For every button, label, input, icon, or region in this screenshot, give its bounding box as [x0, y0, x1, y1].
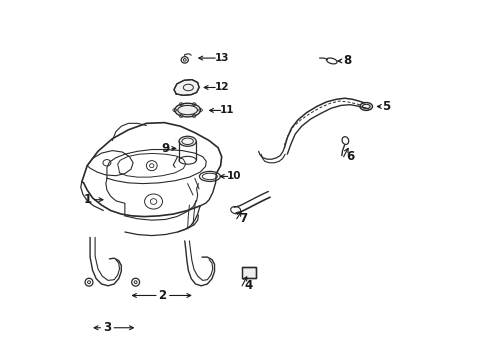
Text: 12: 12: [215, 82, 229, 93]
Text: 6: 6: [346, 150, 354, 163]
Text: 9: 9: [161, 142, 170, 155]
Text: 7: 7: [239, 212, 247, 225]
Text: 1: 1: [84, 193, 92, 206]
Text: 5: 5: [383, 100, 391, 113]
Text: 2: 2: [158, 289, 167, 302]
Ellipse shape: [175, 103, 200, 117]
Text: 10: 10: [227, 171, 242, 181]
Text: 11: 11: [220, 105, 234, 116]
Text: 3: 3: [103, 321, 111, 334]
Polygon shape: [174, 80, 199, 95]
Text: 4: 4: [245, 279, 253, 292]
Polygon shape: [242, 267, 256, 278]
Text: 13: 13: [215, 53, 229, 63]
Ellipse shape: [179, 136, 196, 146]
Ellipse shape: [360, 103, 372, 111]
Text: 8: 8: [343, 54, 351, 67]
